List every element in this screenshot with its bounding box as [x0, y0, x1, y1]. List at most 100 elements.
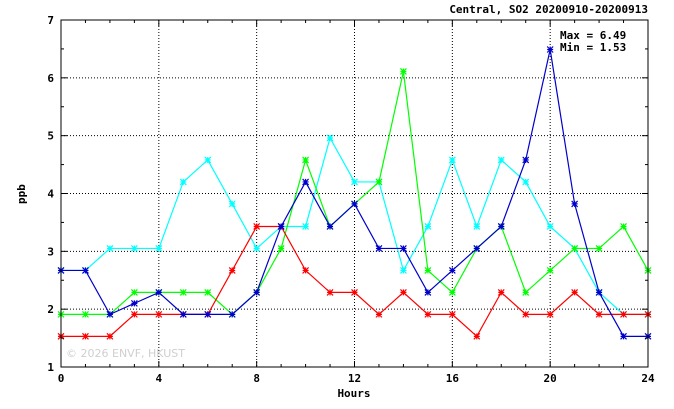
data-point [620, 223, 627, 230]
data-point [155, 288, 163, 296]
data-point [130, 299, 138, 307]
data-point [253, 245, 261, 252]
data-point [473, 223, 481, 230]
data-point [448, 288, 456, 296]
x-axis-title: Hours [337, 387, 370, 400]
data-point [595, 310, 603, 318]
data-point [204, 156, 212, 164]
data-point [155, 245, 163, 252]
data-point [497, 223, 505, 230]
data-point [473, 332, 481, 340]
data-point [448, 310, 456, 318]
data-point [155, 310, 163, 318]
data-point [595, 245, 603, 252]
series-layer [57, 46, 652, 340]
data-point [106, 245, 114, 252]
data-point [546, 46, 554, 53]
grid [61, 20, 648, 367]
data-point [351, 178, 358, 186]
data-point [375, 178, 383, 186]
data-point [228, 266, 236, 274]
data-point [228, 200, 236, 208]
data-point [228, 310, 236, 318]
data-point [179, 178, 187, 186]
data-point [179, 288, 187, 296]
data-point [595, 288, 603, 296]
data-point [375, 310, 383, 318]
y-axis-title: ppb [15, 184, 28, 204]
data-point [277, 223, 285, 230]
data-point [179, 310, 187, 318]
y-tick-label: 6 [47, 72, 54, 85]
data-point [302, 223, 310, 230]
data-point [326, 134, 334, 142]
data-point [620, 332, 627, 340]
data-point [620, 310, 627, 318]
x-tick-label: 4 [156, 372, 163, 385]
data-point [424, 310, 432, 318]
data-point [546, 266, 554, 274]
data-point [106, 310, 114, 318]
x-tick-label: 8 [253, 372, 260, 385]
data-point [326, 288, 334, 296]
data-point [130, 288, 138, 296]
data-point [424, 288, 432, 296]
data-point [448, 266, 456, 274]
data-point [473, 245, 481, 252]
data-point [130, 310, 138, 318]
min-label: Min = 1.53 [560, 41, 626, 54]
data-point [448, 156, 456, 164]
data-point [497, 288, 505, 296]
data-point [82, 332, 89, 340]
data-point [424, 223, 432, 230]
x-tick-label: 16 [446, 372, 460, 385]
data-point [82, 310, 89, 318]
data-point [399, 245, 407, 252]
y-tick-label: 4 [47, 188, 54, 201]
y-tick-label: 3 [47, 245, 54, 258]
data-point [522, 178, 530, 186]
data-point [571, 288, 579, 296]
data-point [497, 156, 505, 164]
data-point [399, 288, 407, 296]
data-point [82, 266, 89, 274]
data-point [204, 288, 212, 296]
series-2 [57, 68, 652, 318]
data-point [375, 245, 383, 252]
data-point [302, 266, 310, 274]
data-point [522, 156, 530, 164]
data-point [522, 310, 530, 318]
data-point [106, 332, 114, 340]
data-point [130, 245, 138, 252]
y-tick-label: 2 [47, 303, 54, 316]
y-tick-label: 1 [47, 361, 54, 374]
data-point [351, 200, 358, 208]
data-point [546, 223, 554, 230]
data-point [302, 156, 310, 164]
x-tick-label: 20 [544, 372, 557, 385]
data-point [522, 288, 530, 296]
x-tick-label: 0 [58, 372, 65, 385]
y-tick-label: 5 [47, 130, 54, 143]
data-point [253, 223, 261, 230]
data-point [277, 245, 285, 252]
x-tick-label: 24 [641, 372, 655, 385]
data-point [326, 223, 334, 230]
data-point [253, 288, 261, 296]
data-point [302, 178, 310, 186]
data-point [399, 68, 407, 75]
y-tick-label: 7 [47, 14, 54, 27]
data-point [351, 288, 358, 296]
chart-title: Central, SO2 20200910-20200913 [449, 3, 648, 16]
data-point [424, 266, 432, 274]
data-point [546, 310, 554, 318]
data-point [571, 245, 579, 252]
max-label: Max = 6.49 [560, 29, 626, 42]
data-point [399, 266, 407, 274]
data-point [204, 310, 212, 318]
series-4 [57, 46, 652, 340]
x-tick-label: 12 [348, 372, 361, 385]
watermark: © 2026 ENVF, HKUST [66, 347, 185, 360]
